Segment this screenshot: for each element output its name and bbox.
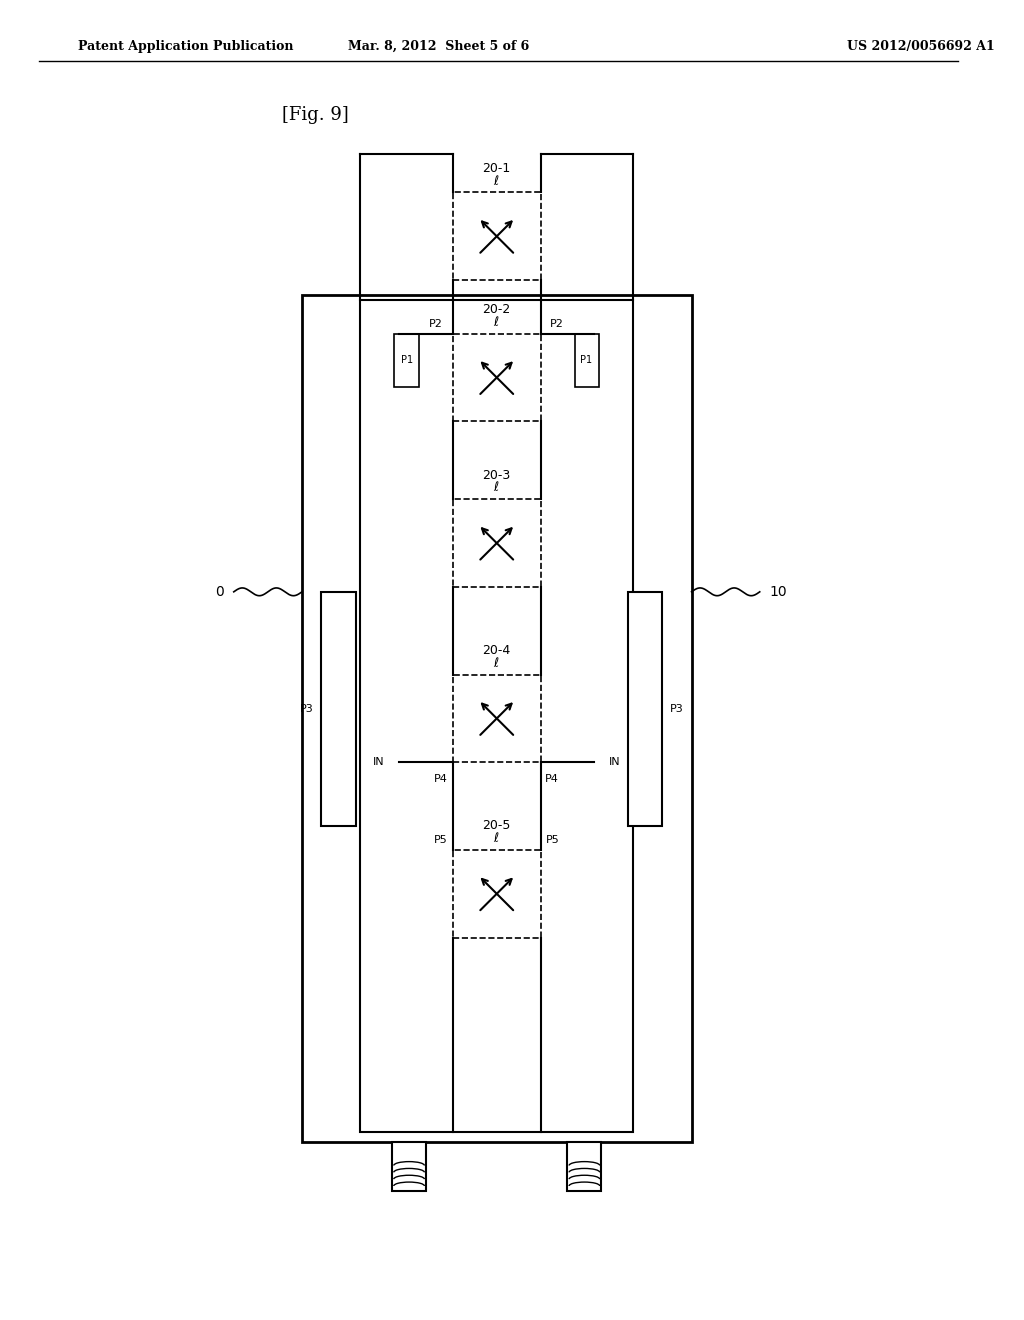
- Text: $\ell$: $\ell$: [494, 832, 500, 845]
- Text: Patent Application Publication: Patent Application Publication: [78, 40, 294, 53]
- Text: 20-5: 20-5: [482, 820, 511, 833]
- Bar: [453, 334, 541, 421]
- Bar: [453, 499, 541, 587]
- Bar: [302, 294, 691, 1142]
- Bar: [322, 591, 355, 825]
- Text: $\ell$: $\ell$: [494, 315, 500, 329]
- Text: P3: P3: [300, 704, 313, 714]
- Text: 10: 10: [769, 585, 787, 599]
- Text: $\ell$: $\ell$: [494, 174, 500, 187]
- Bar: [394, 334, 419, 387]
- Text: P2: P2: [429, 319, 443, 329]
- Text: P4: P4: [546, 774, 559, 784]
- Bar: [392, 1142, 426, 1191]
- Text: P5: P5: [546, 836, 559, 845]
- Text: 20-4: 20-4: [482, 644, 511, 657]
- Bar: [453, 193, 541, 280]
- Text: US 2012/0056692 A1: US 2012/0056692 A1: [848, 40, 995, 53]
- Text: $\ell$: $\ell$: [494, 656, 500, 669]
- Text: 0: 0: [215, 585, 224, 599]
- Bar: [629, 591, 663, 825]
- Text: P3: P3: [670, 704, 684, 714]
- Bar: [567, 1142, 601, 1191]
- Bar: [453, 850, 541, 937]
- Text: P1: P1: [401, 355, 414, 366]
- Text: IN: IN: [373, 758, 385, 767]
- Text: 20-2: 20-2: [482, 304, 511, 317]
- Text: $\ell$: $\ell$: [494, 480, 500, 495]
- Bar: [360, 300, 633, 1133]
- Text: 20-1: 20-1: [482, 162, 511, 176]
- Text: Mar. 8, 2012  Sheet 5 of 6: Mar. 8, 2012 Sheet 5 of 6: [348, 40, 529, 53]
- Text: 20-3: 20-3: [482, 469, 511, 482]
- Text: P1: P1: [581, 355, 593, 366]
- Text: IN: IN: [608, 758, 621, 767]
- Text: [Fig. 9]: [Fig. 9]: [283, 106, 349, 124]
- Text: P5: P5: [434, 836, 449, 845]
- Text: P4: P4: [434, 774, 449, 784]
- Text: P2: P2: [550, 319, 564, 329]
- Bar: [574, 334, 599, 387]
- Bar: [453, 675, 541, 762]
